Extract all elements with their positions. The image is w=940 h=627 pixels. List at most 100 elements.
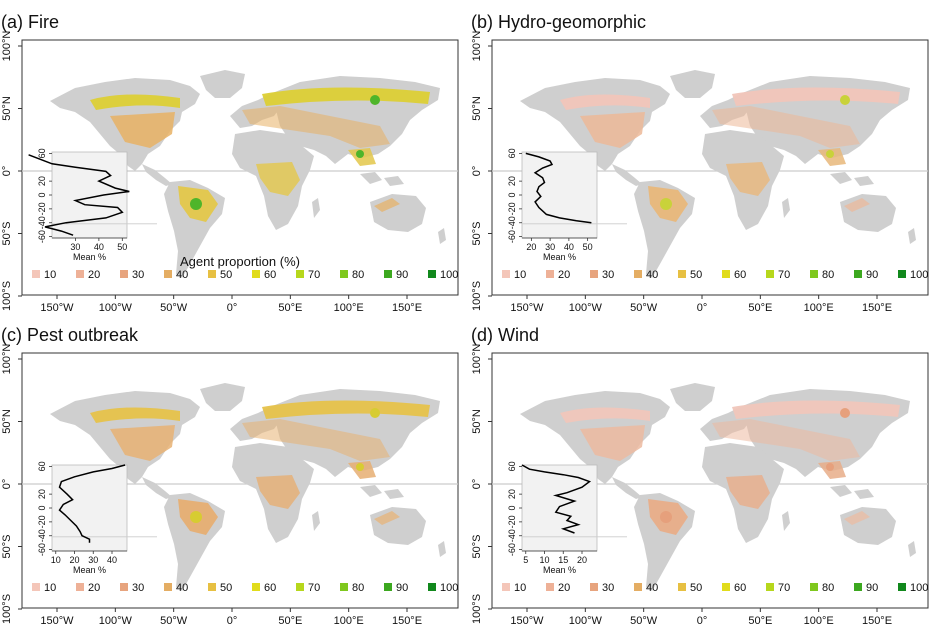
lat-tick-label: 0° [471,479,483,490]
inset-lat-label: -60 [37,230,47,243]
lat-tick-label: 50°N [1,96,13,121]
inset-xlabel: Mean % [543,252,576,262]
inset-lat-label: -20 [37,515,47,528]
legend-swatch [428,270,436,278]
legend-label: 70 [778,269,790,281]
inset-background [521,151,598,239]
legend-label: 20 [88,582,100,594]
legend-swatch [120,583,128,591]
lon-tick-label: 100°W [569,302,603,314]
lat-tick-label: 50°S [1,535,13,559]
lon-tick-label: 150°W [510,615,544,627]
lat-tick-label: 50°S [1,222,13,246]
lon-tick-label: 150°E [862,302,892,314]
lat-tick-label: 0° [1,479,13,490]
lon-tick-label: 100°E [334,615,364,627]
lon-tick-label: 0° [697,302,708,314]
legend-swatch [678,583,686,591]
legend-swatch [766,270,774,278]
inset-lat-label: 60 [507,148,517,158]
lat-tick-label: 100°N [1,344,13,375]
lat-tick-label: 50°S [471,535,483,559]
legend-swatch [898,270,906,278]
legend-label: 80 [352,269,364,281]
legend-swatch [76,583,84,591]
inset-x-label: 30 [545,242,555,252]
inset-x-label: 30 [88,555,98,565]
lon-tick-label: 100°E [334,302,364,314]
legend-swatch [898,583,906,591]
legend-swatch [208,583,216,591]
inset-x-label: 40 [107,555,117,565]
inset-x-label: 50 [117,242,127,252]
lat-tick-label: 100°S [1,281,13,311]
inset-x-label: 40 [564,242,574,252]
lon-tick-label: 50°W [630,615,658,627]
legend-swatch [340,270,348,278]
inset-lat-label: -20 [507,515,517,528]
inset-lat-label: 0 [37,505,47,510]
legend-label: 20 [558,582,570,594]
panel-1: (a) Fire 150°W 100°W 50°W 0° 50°E 100°E 150°E 10… [1,12,459,314]
inset-lat-label: -60 [507,230,517,243]
legend-swatch [252,270,260,278]
inset-xlabel: Mean % [73,252,106,262]
lon-tick-label: 150°W [40,615,74,627]
inset-lat-label: 20 [37,176,47,186]
agent-proportion-layer [90,87,430,222]
lon-tick-label: 100°W [569,615,603,627]
legend-label: 50 [220,269,232,281]
legend-swatch [590,583,598,591]
map-content [22,383,458,591]
legend-label: 30 [132,269,144,281]
legend-swatch [76,270,84,278]
legend-label: 80 [352,582,364,594]
lon-tick-label: 150°E [862,615,892,627]
legend-label: 40 [176,582,188,594]
lon-tick-label: 100°W [99,302,133,314]
color-legend: 10 20 30 40 50 60 70 80 90 100 [502,269,928,281]
lat-tick-label: 100°S [1,594,13,624]
lon-tick-label: 150°E [392,615,422,627]
legend-label: 90 [866,582,878,594]
panel-title: (c) Pest outbreak [1,325,139,345]
legend-swatch [546,270,554,278]
lon-tick-label: 50°E [748,302,772,314]
inset-lat-label: -40 [37,529,47,542]
inset-lat-label: 60 [37,461,47,471]
lon-tick-label: 50°W [160,302,188,314]
inset-background [51,464,128,552]
legend-swatch [502,583,510,591]
legend-swatch [32,583,40,591]
inset-lat-label: 20 [37,489,47,499]
lon-tick-label: 50°E [278,302,302,314]
legend-swatch [296,583,304,591]
lat-tick-label: 0° [1,166,13,177]
legend-label: 60 [734,582,746,594]
lon-tick-label: 50°W [630,302,658,314]
legend-label: 80 [822,269,834,281]
lat-profile-inset: 60 20 0 -20-40-60 30 40 50 Mean % [28,148,157,262]
legend-swatch [32,270,40,278]
lat-tick-label: 100°S [471,594,483,624]
panel-title: (a) Fire [1,12,59,32]
profile-line [58,464,126,543]
legend-label: 100 [440,582,458,594]
legend-swatch [208,270,216,278]
lat-tick-label: 50°N [471,409,483,434]
lon-tick-label: 0° [227,615,238,627]
legend-swatch [164,583,172,591]
legend-swatch [252,583,260,591]
inset-x-label: 5 [523,555,528,565]
legend-label: 70 [308,582,320,594]
profile-line [28,154,130,236]
legend-swatch [546,583,554,591]
legend-swatch [384,583,392,591]
legend-label: 90 [396,582,408,594]
lat-tick-label: 100°N [471,344,483,375]
lat-tick-label: 50°N [471,96,483,121]
lon-tick-label: 150°W [510,302,544,314]
inset-lat-label: 60 [37,148,47,158]
